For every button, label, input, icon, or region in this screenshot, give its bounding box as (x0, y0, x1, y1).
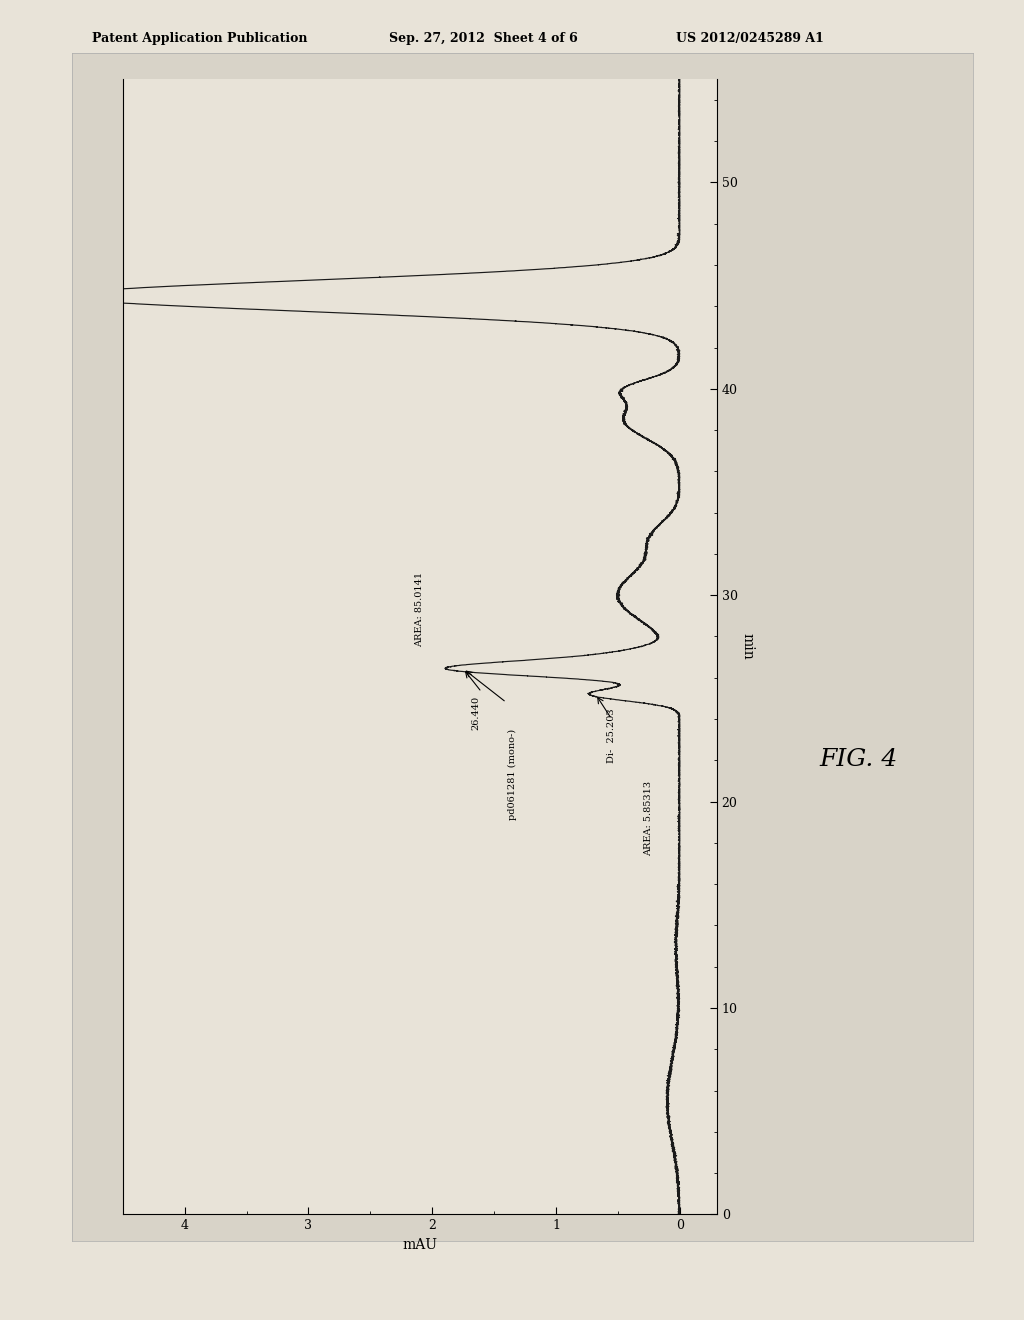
X-axis label: mAU: mAU (402, 1238, 437, 1251)
Text: Sep. 27, 2012  Sheet 4 of 6: Sep. 27, 2012 Sheet 4 of 6 (389, 32, 578, 45)
Text: pd061281 (mono-): pd061281 (mono-) (508, 730, 517, 821)
Text: Patent Application Publication: Patent Application Publication (92, 32, 307, 45)
Text: AREA: 5.85313: AREA: 5.85313 (644, 781, 653, 857)
Y-axis label: min: min (740, 634, 755, 660)
Text: FIG. 4: FIG. 4 (819, 747, 897, 771)
Text: Di-  25.203: Di- 25.203 (607, 709, 616, 763)
Text: 26.440: 26.440 (471, 697, 480, 730)
Text: AREA: 85.0141: AREA: 85.0141 (416, 572, 424, 647)
Text: US 2012/0245289 A1: US 2012/0245289 A1 (676, 32, 823, 45)
